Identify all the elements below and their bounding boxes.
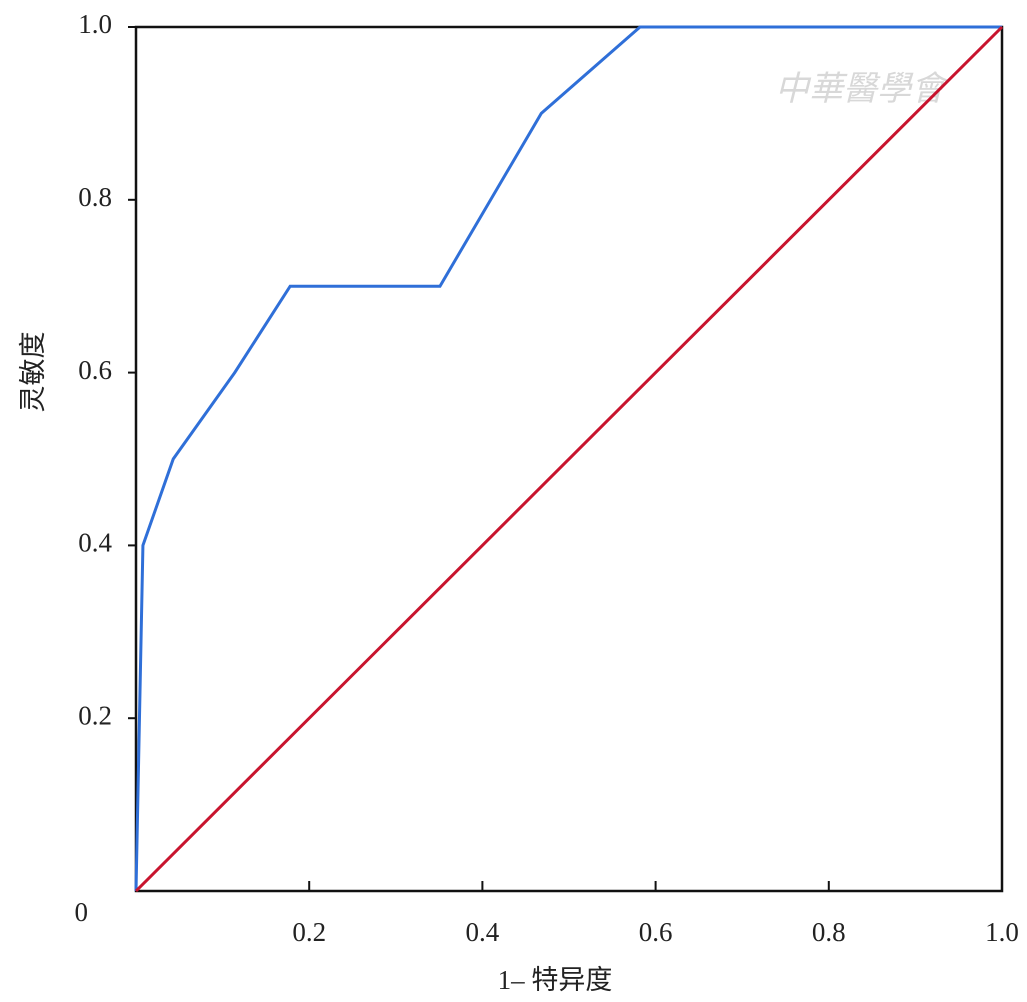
watermark: 中華醫學會 xyxy=(775,71,950,108)
x-tick-label: 0.8 xyxy=(812,917,846,947)
x-tick-label: 1.0 xyxy=(985,917,1019,947)
x-tick-label: 0.6 xyxy=(639,917,673,947)
x-tick-label: 0.2 xyxy=(292,917,326,947)
plot-frame xyxy=(134,25,1004,893)
x-tick-label: 0.4 xyxy=(466,917,500,947)
y-tick-label: 0.4 xyxy=(78,528,112,558)
series-line xyxy=(134,25,1002,892)
y-tick-label: 0.8 xyxy=(78,182,112,212)
y-tick-label: 0.2 xyxy=(78,700,112,730)
series-line xyxy=(134,25,1004,893)
x-axis-label: 1– 特异度 xyxy=(498,965,613,995)
y-tick-label: 0.6 xyxy=(78,355,112,385)
y-tick-label: 1.0 xyxy=(78,9,112,39)
y-tick-label: 0 xyxy=(75,897,89,927)
y-axis-label: 灵敏度 xyxy=(18,332,48,413)
